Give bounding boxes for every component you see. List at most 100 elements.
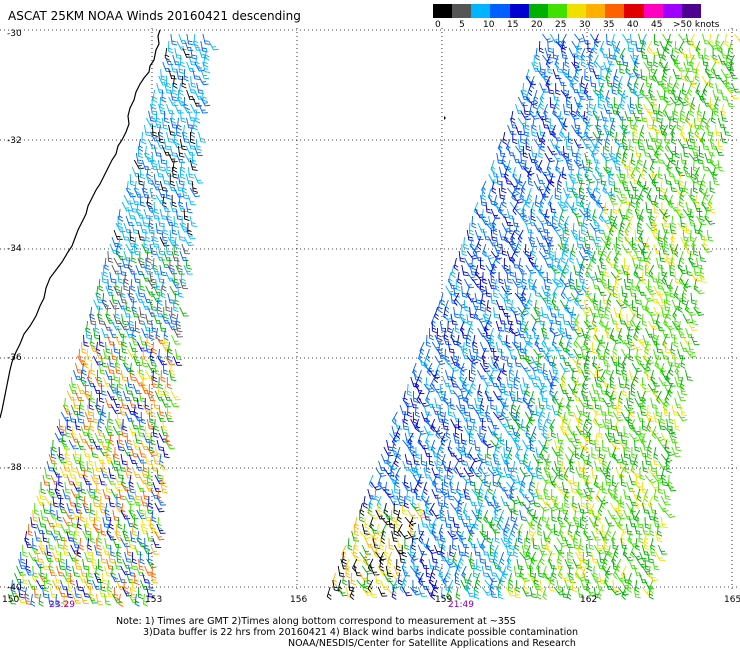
wind-barb xyxy=(611,82,618,95)
wind-barb xyxy=(594,138,600,153)
wind-barb xyxy=(480,257,486,271)
wind-barb xyxy=(192,68,200,80)
wind-barb xyxy=(693,222,701,235)
wind-barb xyxy=(620,453,629,466)
wind-barb xyxy=(144,397,150,411)
wind-barb xyxy=(165,215,175,226)
wind-barb xyxy=(90,558,99,570)
wind-barb xyxy=(489,523,500,534)
wind-barb xyxy=(542,565,548,580)
wind-barb xyxy=(153,313,163,324)
wind-barb xyxy=(374,488,380,502)
wind-barb xyxy=(140,439,150,451)
wind-barb xyxy=(612,75,619,89)
wind-barb xyxy=(18,558,27,570)
wind-barb xyxy=(151,236,160,248)
wind-barb xyxy=(531,117,537,131)
wind-barb xyxy=(94,320,100,334)
wind-barb xyxy=(102,572,108,585)
wind-barb xyxy=(367,488,376,500)
wind-barb xyxy=(618,292,624,306)
wind-barb xyxy=(103,320,113,331)
legend-label: 45 xyxy=(651,20,663,30)
wind-barb xyxy=(192,40,202,51)
wind-barb xyxy=(576,194,582,208)
wind-barb xyxy=(540,131,546,146)
wind-barb xyxy=(553,523,560,537)
wind-barb xyxy=(648,82,654,97)
wind-barb xyxy=(592,68,602,79)
wind-barb xyxy=(472,418,478,432)
wind-barb xyxy=(113,229,123,240)
wind-barb xyxy=(160,481,168,494)
wind-barb xyxy=(188,82,197,94)
wind-barb xyxy=(34,530,43,542)
wind-barb xyxy=(131,250,137,264)
wind-barb xyxy=(545,516,551,531)
wind-barb xyxy=(656,236,666,247)
wind-barb xyxy=(636,411,646,423)
wind-barb xyxy=(109,355,116,368)
wind-barb xyxy=(683,159,689,173)
wind-barb xyxy=(490,159,496,174)
wind-barb xyxy=(162,418,168,432)
wind-barb xyxy=(642,292,654,302)
wind-barb xyxy=(93,299,103,310)
wind-barb xyxy=(543,362,549,376)
wind-barb xyxy=(634,495,640,509)
wind-barb xyxy=(162,474,168,488)
wind-barb xyxy=(567,425,578,436)
wind-barb xyxy=(615,362,622,376)
wind-barb xyxy=(627,201,633,215)
wind-barb xyxy=(710,110,716,124)
wind-barb xyxy=(609,327,615,342)
wind-barb xyxy=(685,348,697,358)
wind-barb xyxy=(447,320,453,334)
lon-label: 153 xyxy=(145,595,162,605)
wind-barb xyxy=(644,516,651,530)
wind-barb xyxy=(117,327,127,338)
wind-barb xyxy=(458,530,465,544)
wind-barb xyxy=(709,131,715,145)
wind-barb xyxy=(644,537,650,551)
wind-barb xyxy=(154,530,165,541)
wind-barb xyxy=(720,131,728,144)
wind-barb xyxy=(497,558,502,573)
wind-barb xyxy=(468,495,478,507)
wind-barb xyxy=(481,348,487,363)
wind-barb xyxy=(144,537,150,551)
wind-barb xyxy=(144,481,155,492)
wind-barb xyxy=(551,292,557,307)
wind-barb xyxy=(546,166,556,178)
wind-barb xyxy=(383,502,389,516)
wind-barb xyxy=(163,327,169,341)
wind-barb xyxy=(642,159,648,174)
wind-barb xyxy=(572,579,578,593)
wind-barb xyxy=(552,285,559,299)
wind-barb xyxy=(517,138,525,151)
wind-barb xyxy=(455,586,461,600)
wind-barb xyxy=(349,586,355,601)
wind-barb xyxy=(592,103,598,117)
wind-barb xyxy=(540,537,548,550)
wind-barb xyxy=(514,271,522,284)
wind-barb xyxy=(487,467,500,477)
wind-barb xyxy=(122,586,132,597)
wind-barb xyxy=(126,376,134,389)
wind-barb xyxy=(676,411,688,422)
wind-barb xyxy=(663,236,670,250)
wind-barb xyxy=(489,264,495,279)
wind-barb xyxy=(136,201,142,215)
wind-barb xyxy=(674,271,681,284)
wind-barb xyxy=(553,495,559,510)
wind-barb xyxy=(577,586,585,599)
wind-barb xyxy=(180,159,186,173)
wind-barb xyxy=(176,117,183,131)
wind-barb xyxy=(376,495,382,510)
wind-barb xyxy=(152,453,161,465)
wind-barb xyxy=(96,509,102,523)
wind-barb xyxy=(153,173,161,186)
wind-barb xyxy=(579,82,586,95)
wind-barb xyxy=(693,138,699,152)
wind-barb xyxy=(583,334,589,349)
